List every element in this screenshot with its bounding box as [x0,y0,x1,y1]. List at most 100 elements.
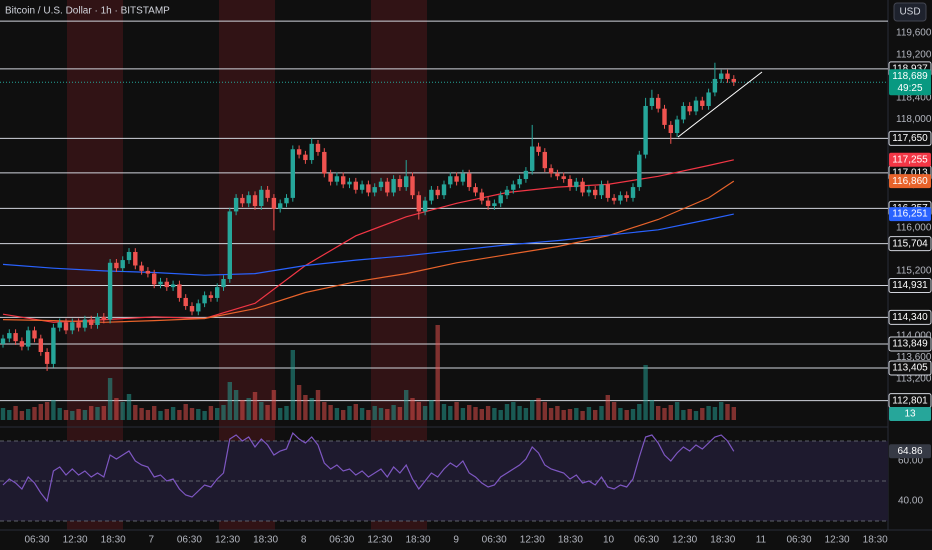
volume-bar [536,398,541,420]
candle-body [107,262,113,320]
volume-bar [101,406,106,420]
candle-body [624,195,629,198]
level-label: 114,931 [892,280,928,291]
candle-body [643,105,648,155]
candle-body [114,262,119,269]
candle-body [183,297,188,307]
candle-body [366,184,371,193]
candle-body [189,306,195,312]
volume-bar [252,392,258,420]
candle-body [485,200,491,207]
candle-body [593,189,598,196]
x-tick-label: 10 [603,535,615,546]
candle-body [454,176,459,182]
volume-bar [265,405,270,420]
volume-bar [208,406,214,420]
volume-bar [561,410,566,420]
volume-bar [422,406,428,420]
volume-bar [76,409,81,420]
candle-body [233,197,239,212]
candle-body [252,195,258,207]
volume-label: 13 [904,409,916,420]
candle-body [504,189,510,196]
candle-body [221,279,226,288]
ma-label: 116,860 [892,176,928,187]
rsi-tick-label: 60.00 [898,456,923,467]
level-label-box [888,277,932,293]
x-tick-label: 18:30 [710,535,735,546]
volume-bar [70,411,75,420]
volume-bar [133,405,138,420]
volume-bar [555,406,560,420]
candle-body [580,181,585,193]
volume-bar [460,408,466,420]
candle-body [328,173,333,182]
level-label: 113,849 [892,339,928,350]
candle-body [164,281,169,288]
moving-average [2,180,735,323]
candle-body [523,170,529,179]
volume-bar [271,390,277,420]
candle-body [517,178,522,185]
candle-body [170,284,176,288]
candle-body [467,173,472,188]
volume-bar [511,402,516,420]
volume-bar [196,409,201,420]
x-tick-label: 18:30 [253,535,278,546]
volume-bar [391,405,396,420]
candle-body [70,322,75,331]
volume-bar [158,411,163,420]
volume-bar [107,378,113,420]
y-tick-label: 115,200 [896,266,932,277]
x-tick-label: 06:30 [329,535,354,546]
volume-bar [38,404,43,420]
x-tick-label: 12:30 [63,535,88,546]
candle-body [479,192,484,201]
candle-body [284,197,289,204]
candle-body [82,319,88,328]
ma-label-box [889,207,931,222]
candle-body [341,176,346,185]
candle-body [441,184,447,196]
currency-button[interactable] [893,2,927,22]
volume-bar [315,390,321,420]
candle-body [599,184,604,196]
volume-bar [0,408,6,420]
candle-body [334,176,340,182]
candle-body [460,173,466,182]
level-label-box [888,130,932,146]
volume-bar [278,408,283,420]
volume-bar [359,408,365,420]
candle-body [574,181,579,188]
candle-body [542,151,547,169]
x-tick-label: 12:30 [672,535,697,546]
volume-bar [202,411,207,420]
volume-bar [63,410,69,420]
volume-bar [385,409,390,420]
rsi-line [2,431,735,503]
candle-body [473,187,478,193]
candle-body [391,178,396,193]
candle-body [158,281,163,285]
volume-bar [322,402,327,420]
level-label: 114,340 [892,312,928,323]
volume-bar [586,407,592,420]
x-tick-label: 12:30 [215,535,240,546]
level-label: 115,704 [892,238,928,249]
x-tick-label: 06:30 [634,535,659,546]
volume-bar [303,395,308,420]
y-tick-label: 119,600 [896,28,932,39]
ma-label: 116,251 [892,209,928,220]
moving-average [2,213,734,276]
candle-body [76,322,81,328]
candle-body [227,211,232,280]
candle-body [101,316,106,320]
volume-bar [492,408,497,420]
currency-label[interactable]: USD [899,7,920,18]
volume-bar [341,410,346,420]
volume-bar [523,408,529,420]
volume-bar [57,408,62,420]
y-tick-label: 119,200 [896,49,932,60]
candle-body [498,195,503,204]
candle-body [95,316,100,325]
